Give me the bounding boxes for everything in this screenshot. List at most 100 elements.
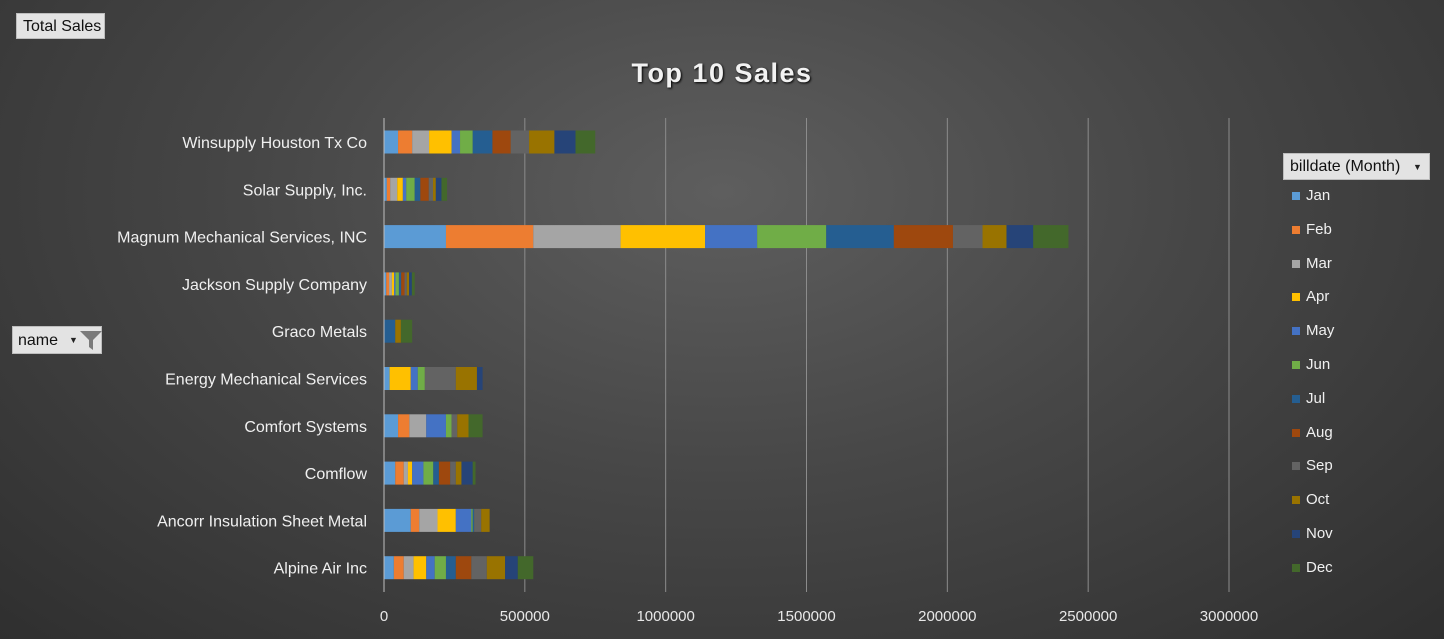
bar-segment <box>426 556 435 580</box>
bar-segment <box>474 508 482 532</box>
bar-segment <box>414 177 421 201</box>
bar-segment <box>398 272 402 296</box>
bar-segment <box>402 177 407 201</box>
bar-segment <box>492 130 511 154</box>
bar-segment <box>1033 225 1069 249</box>
legend-swatch <box>1292 327 1300 336</box>
bar-segment <box>384 508 411 532</box>
name-field-filter-button[interactable]: name ▼ <box>12 326 102 354</box>
bar-segment <box>407 461 413 485</box>
bar-segment <box>433 461 439 485</box>
bar-segment <box>435 177 442 201</box>
bar-segment <box>384 461 396 485</box>
x-tick-label: 0 <box>380 608 388 625</box>
bar-segment <box>461 461 473 485</box>
bar-segment <box>505 556 518 580</box>
dropdown-arrow-icon: ▼ <box>69 335 78 345</box>
bar-segment <box>757 225 827 249</box>
bar-segment <box>411 272 415 296</box>
bar-segment <box>455 508 472 532</box>
bar-segment <box>384 414 399 438</box>
legend-swatch <box>1292 496 1300 505</box>
category-label: Alpine Air Inc <box>274 561 367 578</box>
legend-swatch <box>1292 428 1300 437</box>
bar-segment <box>384 556 394 580</box>
dropdown-arrow-icon: ▼ <box>1413 162 1422 172</box>
bar-segment <box>554 130 576 154</box>
legend-label: Aug <box>1306 423 1333 441</box>
legend-label: Jun <box>1306 356 1331 373</box>
bar-segment <box>406 272 410 296</box>
x-tick-label: 1000000 <box>636 608 694 625</box>
bar-segment <box>401 272 405 296</box>
bar-segment <box>437 508 456 532</box>
bar-segment <box>455 556 472 580</box>
bar-segment <box>441 177 448 201</box>
bar-segment <box>398 414 410 438</box>
bar-segment <box>450 461 456 485</box>
bar-segment <box>457 414 469 438</box>
chart-title: Top 10 Sales <box>631 58 813 88</box>
bar-segment <box>412 130 430 154</box>
bar-segment <box>409 414 427 438</box>
x-tick-label: 1500000 <box>777 608 835 625</box>
category-label: Energy Mechanical Services <box>165 372 367 389</box>
bar-segment <box>575 130 596 154</box>
category-label: Solar Supply, Inc. <box>243 182 367 199</box>
bar-segment <box>982 225 1007 249</box>
bar-segment <box>468 414 483 438</box>
bar-segment <box>476 367 483 390</box>
bar-segment <box>472 461 476 485</box>
category-label: Graco Metals <box>272 324 367 341</box>
category-label: Comflow <box>305 466 368 483</box>
bar-segment <box>705 225 758 249</box>
legend-label: Oct <box>1306 491 1330 509</box>
bar-segment <box>395 319 401 343</box>
bar-segment <box>472 508 475 532</box>
legend-swatch <box>1292 462 1300 471</box>
bar-segment <box>451 130 461 154</box>
bar-segment <box>893 225 953 249</box>
total-sales-field-button[interactable]: Total Sales <box>16 13 105 39</box>
legend-label: Nov <box>1306 525 1333 542</box>
legend-swatch <box>1292 225 1300 234</box>
legend-swatch <box>1292 259 1300 268</box>
filter-funnel-icon <box>80 331 102 350</box>
category-label: Jackson Supply Company <box>182 277 367 294</box>
bar-segment <box>620 225 706 249</box>
x-tick-label: 500000 <box>500 608 550 625</box>
bar-segment <box>395 461 404 485</box>
bar-segment <box>406 177 415 201</box>
bar-segment <box>826 225 894 249</box>
bar-segment <box>384 130 399 154</box>
bar-segment <box>428 177 434 201</box>
bar-segment <box>426 414 446 438</box>
bar-segment <box>410 367 418 390</box>
bar-segment <box>434 556 446 580</box>
billdate-field-label: billdate (Month) <box>1290 158 1401 175</box>
bar-segment <box>384 272 387 296</box>
bar-segment <box>460 130 473 154</box>
bar-segment <box>403 556 414 580</box>
bar-segment <box>423 461 434 485</box>
legend-swatch <box>1292 361 1300 369</box>
bar-segment <box>424 367 456 390</box>
bar-segment <box>472 130 493 154</box>
bar-segment <box>445 414 452 438</box>
bar-segment <box>395 272 399 296</box>
bar-segment <box>389 367 411 390</box>
legend-label: Mar <box>1306 254 1332 272</box>
legend-swatch <box>1292 293 1300 302</box>
legend-swatch <box>1292 394 1300 403</box>
billdate-month-field-button[interactable]: billdate (Month) ▼ <box>1283 153 1430 180</box>
bar-segment <box>451 414 458 438</box>
x-tick-label: 2000000 <box>918 608 976 625</box>
bar-segment <box>403 461 408 485</box>
legend-label: Feb <box>1306 220 1332 238</box>
bar-segment <box>386 272 390 296</box>
legend-label: May <box>1306 322 1335 340</box>
legend-swatch <box>1292 530 1300 538</box>
category-label: Comfort Systems <box>244 419 367 436</box>
bar-segment <box>419 508 438 532</box>
category-label: Winsupply Houston Tx Co <box>182 135 367 152</box>
